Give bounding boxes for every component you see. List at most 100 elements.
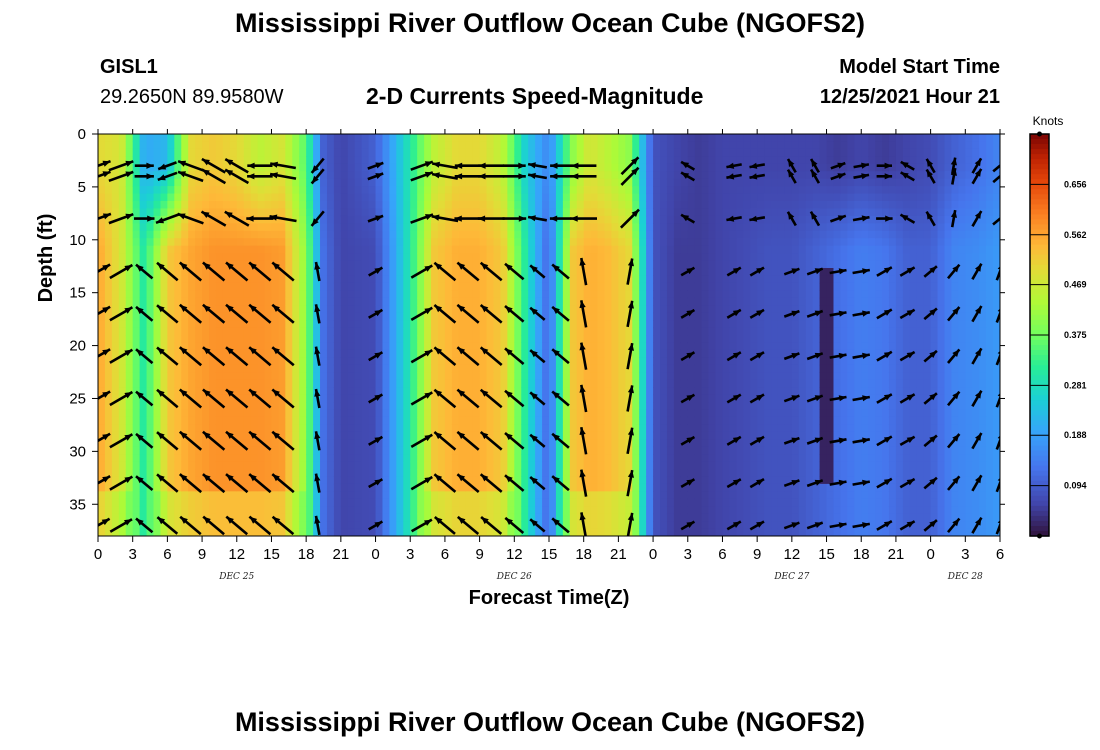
heatmap-cell xyxy=(632,342,640,351)
heatmap-cell xyxy=(229,379,238,388)
heatmap-cell xyxy=(222,357,231,366)
heatmap-cell xyxy=(229,483,238,492)
heatmap-cell xyxy=(424,402,432,411)
heatmap-cell xyxy=(410,342,418,351)
heatmap-cell xyxy=(146,290,155,299)
heatmap-cell xyxy=(576,238,585,247)
heatmap-cell xyxy=(320,446,328,455)
heatmap-cell xyxy=(264,327,273,336)
heatmap-cell xyxy=(646,491,654,500)
heatmap-cell xyxy=(299,431,307,440)
heatmap-cell xyxy=(285,476,293,485)
heatmap-cell xyxy=(660,178,668,187)
heatmap-cell xyxy=(333,178,342,187)
heatmap-cell xyxy=(139,461,148,470)
heatmap-cell xyxy=(361,245,370,254)
heatmap-cell xyxy=(562,431,571,440)
heatmap-cell xyxy=(507,320,515,329)
heatmap-cell xyxy=(215,171,224,180)
heatmap-cell xyxy=(98,148,106,157)
heatmap-cell xyxy=(597,312,606,321)
heatmap-cell xyxy=(222,372,231,381)
heatmap-cell xyxy=(403,461,411,470)
heatmap-cell xyxy=(195,201,203,210)
heatmap-cell xyxy=(98,245,106,254)
heatmap-cell xyxy=(632,275,640,284)
heatmap-cell xyxy=(646,402,654,411)
heatmap-cell xyxy=(555,483,564,492)
heatmap-cell xyxy=(236,394,245,403)
heatmap-cell xyxy=(174,208,182,217)
heatmap-cell xyxy=(167,506,175,515)
heatmap-cell xyxy=(555,253,564,262)
heatmap-cell xyxy=(653,491,661,500)
heatmap-cell xyxy=(687,171,696,180)
heatmap-cell xyxy=(604,290,613,299)
heatmap-cell xyxy=(611,230,619,239)
heatmap-cell xyxy=(521,245,529,254)
heatmap-cell xyxy=(715,431,724,440)
heatmap-cell xyxy=(528,193,536,202)
heatmap-cell xyxy=(666,364,675,373)
heatmap-cell xyxy=(590,163,599,172)
heatmap-cell xyxy=(528,268,536,277)
heatmap-cell xyxy=(590,431,599,440)
heatmap-cell xyxy=(153,275,162,284)
heatmap-cell xyxy=(722,268,730,277)
heatmap-cell xyxy=(451,193,460,202)
heatmap-cell xyxy=(326,290,335,299)
heatmap-cell xyxy=(514,476,522,485)
heatmap-cell xyxy=(250,454,259,463)
heatmap-cell xyxy=(215,230,224,239)
heatmap-cell xyxy=(653,431,661,440)
heatmap-cell xyxy=(542,335,550,344)
heatmap-cell xyxy=(250,379,259,388)
heatmap-cell xyxy=(104,290,113,299)
heatmap-cell xyxy=(458,491,467,500)
heatmap-cell xyxy=(514,268,522,277)
heatmap-cell xyxy=(389,260,397,269)
heatmap-cell xyxy=(486,186,495,195)
heatmap-cell xyxy=(660,387,668,396)
heatmap-cell xyxy=(618,416,626,425)
heatmap-cell xyxy=(514,253,522,262)
heatmap-cell xyxy=(257,387,266,396)
heatmap-cell xyxy=(507,290,515,299)
heatmap-cell xyxy=(396,409,404,418)
heatmap-cell xyxy=(361,208,370,217)
heatmap-cell xyxy=(375,357,384,366)
heatmap-cell xyxy=(354,394,363,403)
heatmap-cell xyxy=(188,454,196,463)
heatmap-cell xyxy=(313,379,321,388)
heatmap-cell xyxy=(243,156,252,165)
heatmap-cell xyxy=(375,320,384,329)
heatmap-cell xyxy=(104,320,113,329)
heatmap-cell xyxy=(472,349,481,358)
heatmap-cell xyxy=(250,342,259,351)
heatmap-cell xyxy=(313,186,321,195)
heatmap-cell xyxy=(701,193,710,202)
heatmap-cell xyxy=(424,394,432,403)
heatmap-cell xyxy=(694,402,703,411)
heatmap-cell xyxy=(215,245,224,254)
heatmap-cell xyxy=(361,521,370,530)
heatmap-cell xyxy=(361,312,370,321)
heatmap-cell xyxy=(139,193,148,202)
heatmap-cell xyxy=(118,342,127,351)
heatmap-cell xyxy=(715,223,724,232)
heatmap-cell xyxy=(195,141,203,150)
heatmap-cell xyxy=(576,431,585,440)
heatmap-cell xyxy=(604,387,613,396)
heatmap-cell xyxy=(98,357,106,366)
heatmap-cell xyxy=(535,245,543,254)
heatmap-cell xyxy=(507,312,515,321)
heatmap-cell xyxy=(431,148,439,157)
heatmap-cell xyxy=(486,178,495,187)
heatmap-cell xyxy=(320,275,328,284)
heatmap-cell xyxy=(299,171,307,180)
heatmap-cell xyxy=(535,327,543,336)
heatmap-cell xyxy=(701,424,710,433)
heatmap-cell xyxy=(576,521,585,530)
heatmap-cell xyxy=(278,335,286,344)
heatmap-cell xyxy=(153,431,162,440)
